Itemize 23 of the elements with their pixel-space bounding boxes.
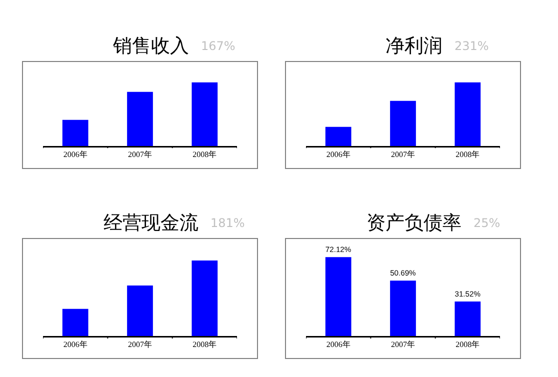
x-tick-label: 2007年 [391, 340, 415, 350]
x-tick-label: 2006年 [63, 340, 88, 350]
x-tick-label: 2008年 [456, 340, 480, 350]
x-tick-label: 2006年 [326, 150, 350, 160]
x-tick-label: 2008年 [192, 340, 217, 350]
data-label: 50.69% [390, 268, 416, 278]
chart-subtitle: 181% [210, 215, 245, 232]
chart-subtitle: 167% [201, 38, 236, 55]
data-label: 31.52% [454, 289, 481, 298]
x-tick-label: 2008年 [192, 150, 217, 160]
chart-title: 净利润 [386, 35, 442, 57]
data-label: 72.12% [325, 245, 352, 254]
x-tick-label: 2006年 [326, 340, 350, 350]
x-tick-label: 2007年 [391, 150, 415, 160]
chart-title: 经营现金流 [104, 212, 198, 234]
x-tick-label: 2008年 [456, 150, 480, 160]
x-tick-label: 2007年 [128, 150, 152, 160]
x-tick-label: 2006年 [63, 150, 88, 160]
chart-subtitle: 231% [454, 38, 489, 55]
chart-title: 销售收入 [113, 35, 189, 57]
chart-title: 资产负债率 [366, 212, 462, 234]
x-tick-label: 2007年 [128, 340, 152, 350]
chart-subtitle: 25% [474, 215, 500, 232]
